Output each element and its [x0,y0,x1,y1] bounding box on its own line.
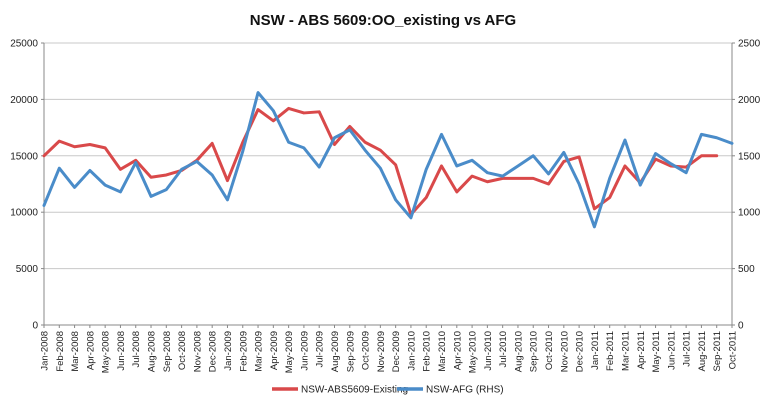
series-lines [42,91,734,229]
x-tick-label: Nov-2008 [192,331,203,372]
x-tick-label: Aug-2011 [697,331,708,372]
x-tick-label: Oct-2011 [728,331,739,369]
x-tick-label: Sep-2009 [345,331,356,372]
x-tick-label: Jul-2008 [131,331,142,367]
x-tick-label: Mar-2010 [437,331,448,372]
x-tick-label: Sep-2008 [162,331,173,372]
x-tick-label: Jun-2009 [299,331,310,371]
y-left-tick-label: 20000 [10,95,38,106]
y-right-tick-label: 1000 [738,208,761,219]
x-tick-label: Mar-2011 [620,331,631,371]
x-tick-label: Nov-2010 [559,331,570,372]
x-tick-label: Sep-2010 [529,331,540,372]
x-tick-label: Feb-2010 [422,331,433,372]
x-tick-label: May-2009 [284,331,295,373]
x-tick-label: Dec-2008 [208,331,219,372]
x-tick-label: Dec-2009 [391,331,402,372]
x-tick-label: Jan-2008 [40,331,51,371]
x-tick-label: Apr-2008 [85,331,96,370]
x-tick-label: Aug-2008 [147,331,158,372]
y-left-tick-label: 10000 [10,208,38,219]
x-tick-label: Sep-2011 [712,331,723,372]
x-tick-label: Nov-2009 [376,331,387,372]
x-tick-label: May-2011 [651,331,662,373]
x-tick-label: Dec-2010 [575,331,586,372]
legend-label: NSW-AFG (RHS) [426,385,504,396]
legend: NSW-ABS5609-Existing NSW-AFG (RHS) [272,385,504,396]
x-axis-ticks: Jan-2008 Feb-2008 Mar-2008 Apr-2008 May-2008… [40,325,739,373]
x-tick-label: Jan-2010 [406,331,417,371]
x-tick-label: Oct-2008 [177,331,188,370]
series-line-afg-rhs [42,91,734,229]
x-tick-label: Mar-2009 [254,331,265,372]
x-tick-label: May-2008 [101,331,112,373]
x-tick-label: Jun-2008 [116,331,127,371]
y-right-tick-label: 0 [738,321,744,332]
x-tick-label: Feb-2008 [55,331,66,372]
y-left-tick-label: 15000 [10,151,38,162]
y-left-tick-label: 25000 [10,39,38,50]
x-tick-label: Jul-2011 [682,331,693,367]
y-axis-right-ticks: 0 500 1000 1500 2000 2500 [732,39,761,332]
x-tick-label: Jun-2010 [483,331,494,371]
x-tick-label: Jan-2011 [590,331,601,370]
x-tick-label: Aug-2009 [330,331,341,372]
y-right-tick-label: 2000 [738,95,761,106]
axes [43,43,733,326]
legend-label: NSW-ABS5609-Existing [301,385,408,396]
x-tick-label: Jul-2010 [498,331,509,367]
chart-title: NSW - ABS 5609:OO_existing vs AFG [250,12,516,29]
x-tick-label: Jul-2009 [315,331,326,367]
x-tick-label: Apr-2010 [452,331,463,370]
x-tick-label: Aug-2010 [513,331,524,372]
x-tick-label: Oct-2010 [544,331,555,370]
y-axis-left-ticks: 0 5000 10000 15000 20000 25000 [10,39,44,332]
y-right-tick-label: 1500 [738,151,761,162]
y-right-tick-label: 500 [738,264,755,275]
x-tick-label: Feb-2011 [605,331,616,371]
series-line-abs5609-existing [42,106,719,216]
x-tick-label: Jun-2011 [666,331,677,370]
x-tick-label: May-2010 [468,331,479,373]
x-tick-label: Jan-2009 [223,331,234,371]
x-tick-label: Apr-2011 [636,331,647,369]
x-tick-label: Apr-2009 [269,331,280,370]
y-right-tick-label: 2500 [738,39,761,50]
x-tick-label: Mar-2008 [70,331,81,372]
x-tick-label: Feb-2009 [238,331,249,372]
y-left-tick-label: 0 [32,321,38,332]
x-tick-label: Oct-2009 [361,331,372,370]
y-left-tick-label: 5000 [16,264,39,275]
